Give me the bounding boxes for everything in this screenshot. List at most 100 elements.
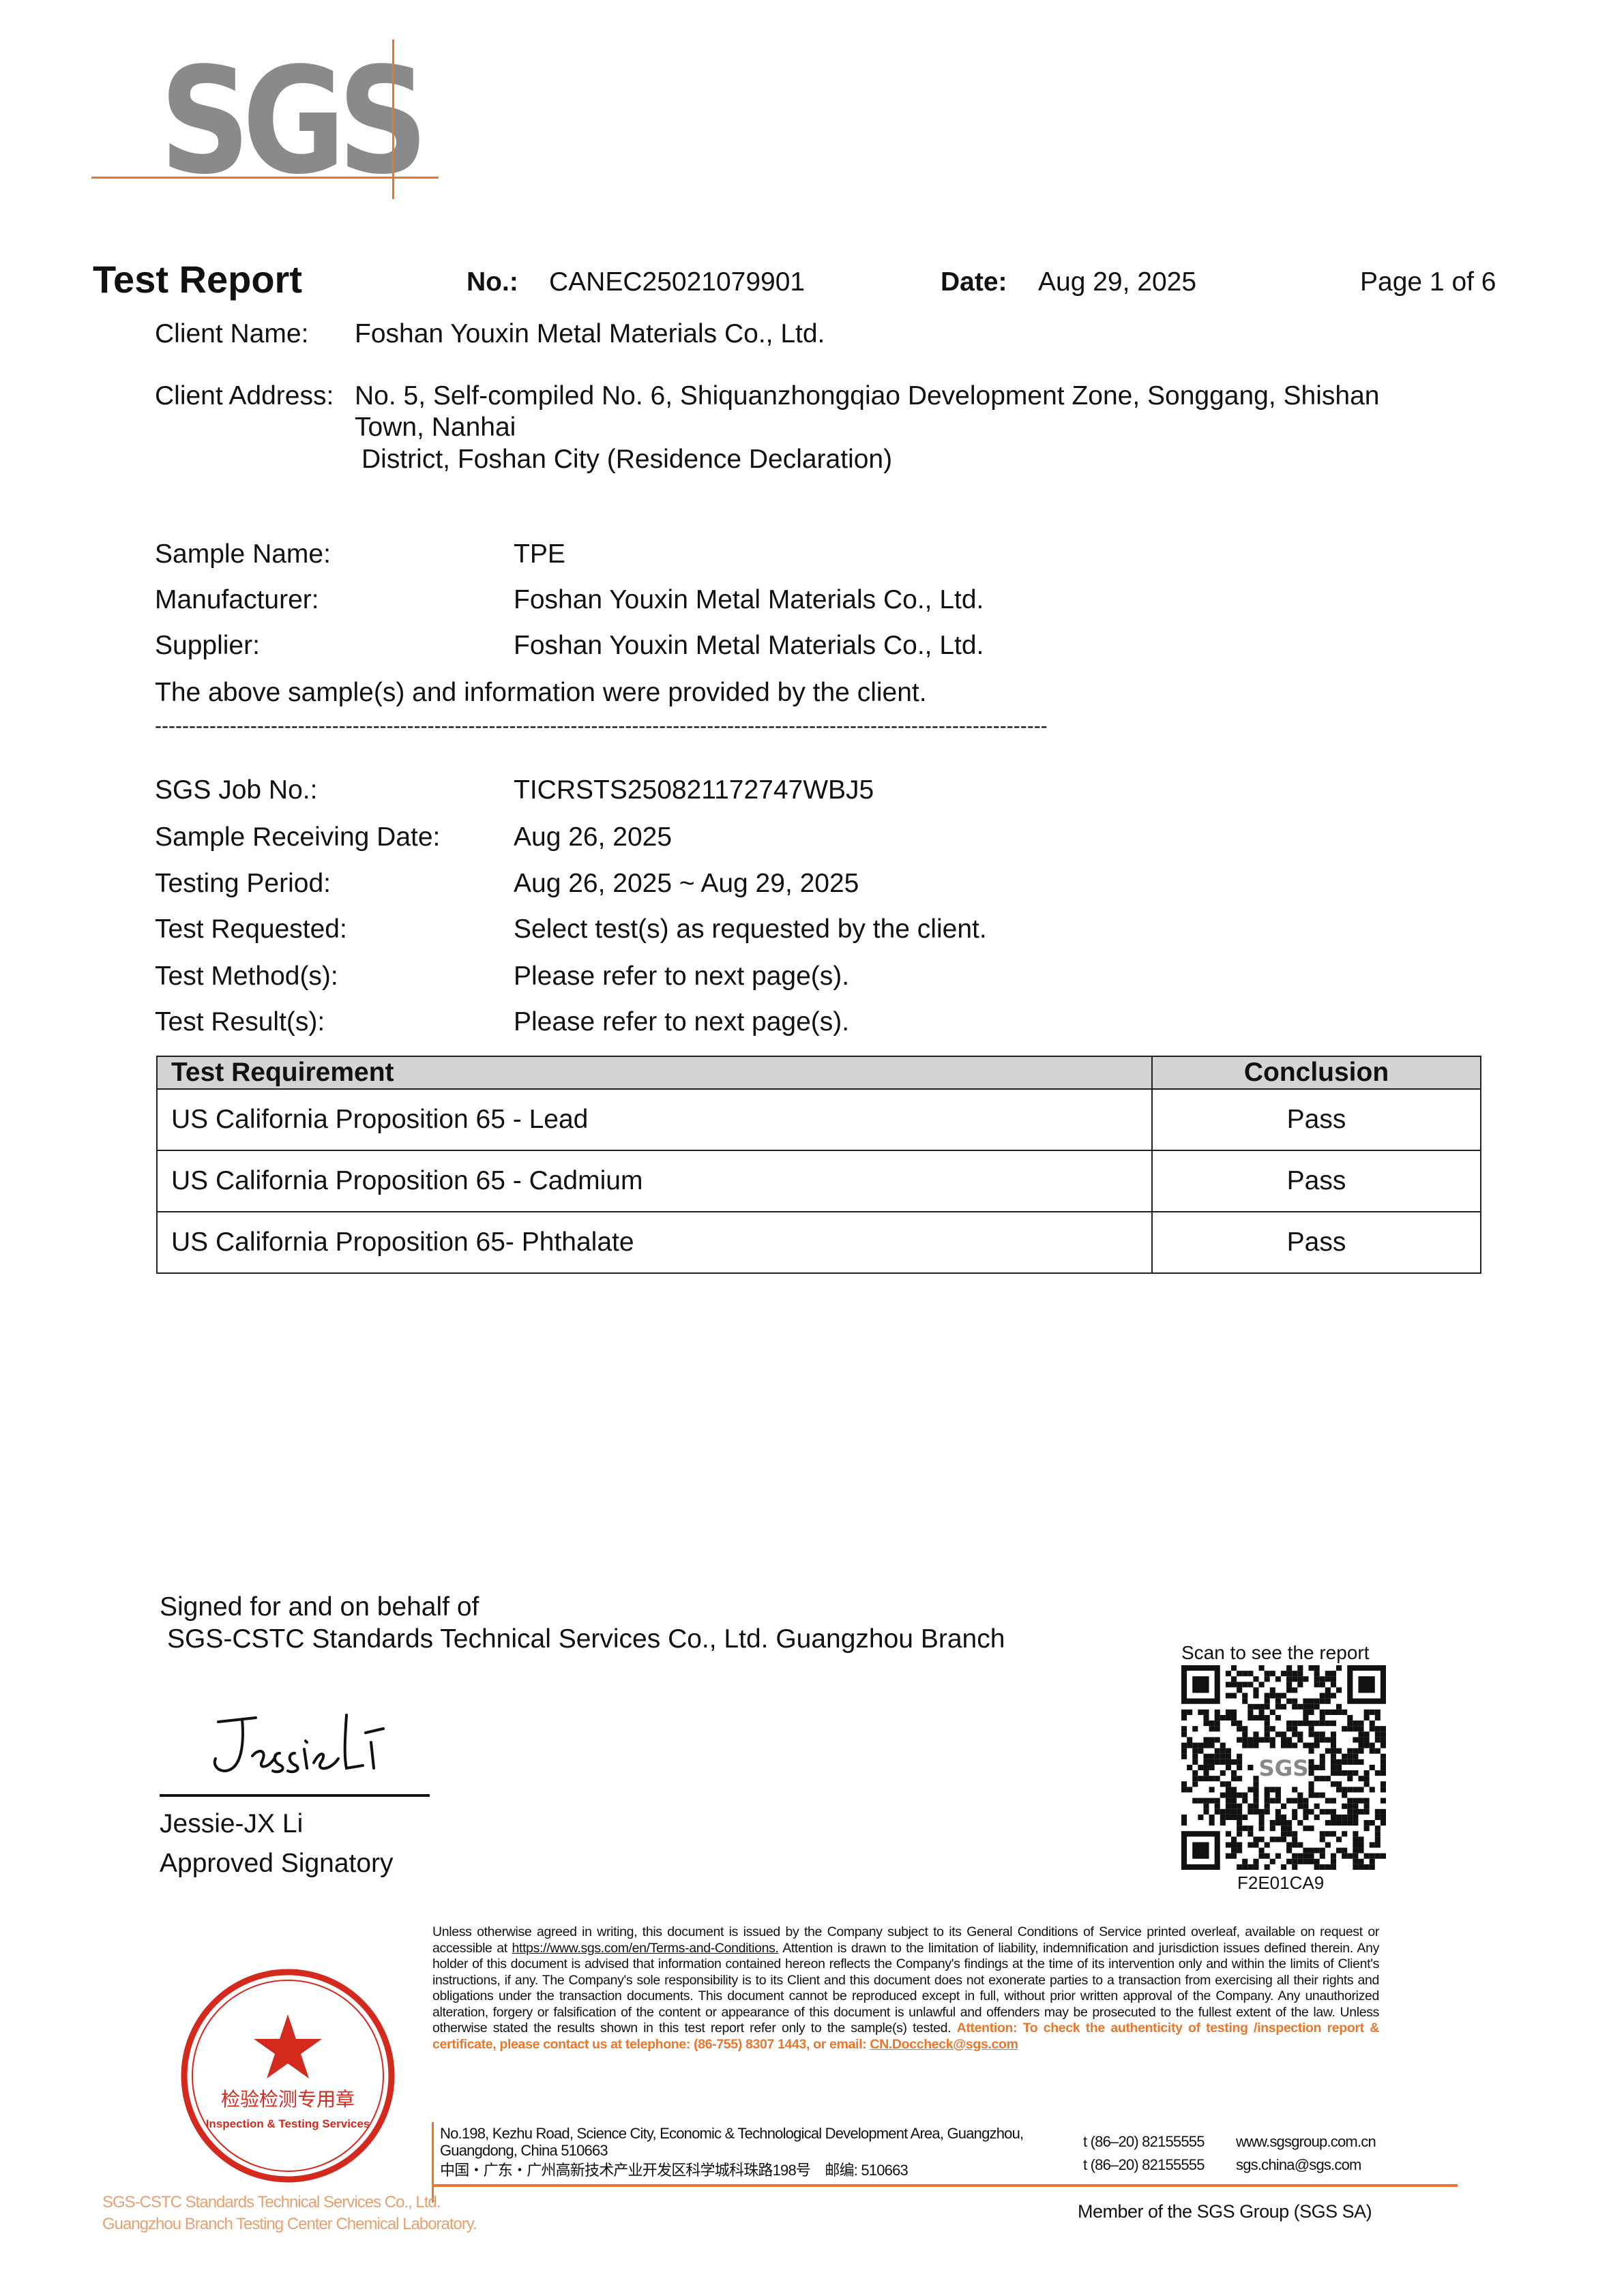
field-value: Foshan Youxin Metal Materials Co., Ltd. bbox=[514, 631, 984, 660]
qr-module bbox=[1342, 1759, 1348, 1765]
qr-module bbox=[1237, 1831, 1243, 1837]
qr-module bbox=[1308, 1698, 1314, 1704]
qr-module bbox=[1303, 1825, 1309, 1832]
qr-module bbox=[1363, 1731, 1370, 1738]
qr-module bbox=[1374, 1814, 1381, 1821]
qr-module bbox=[1380, 1798, 1386, 1804]
qr-module bbox=[1237, 1808, 1243, 1815]
qr-module bbox=[1225, 1842, 1231, 1848]
qr-module bbox=[1280, 1703, 1287, 1710]
qr-module bbox=[1258, 1847, 1265, 1853]
qr-module bbox=[1220, 1808, 1226, 1815]
qr-module bbox=[1214, 1753, 1220, 1759]
qr-module bbox=[1258, 1814, 1265, 1821]
qr-module bbox=[1269, 1709, 1275, 1715]
qr-module bbox=[1308, 1726, 1314, 1732]
qr-module bbox=[1258, 1665, 1265, 1671]
qr-module bbox=[1308, 1808, 1314, 1815]
qr-module bbox=[1369, 1820, 1375, 1826]
qr-module bbox=[1253, 1842, 1259, 1848]
qr-module bbox=[1264, 1798, 1270, 1804]
qr-module bbox=[1230, 1847, 1237, 1853]
qr-module bbox=[1319, 1709, 1325, 1715]
qr-module bbox=[1269, 1693, 1275, 1699]
qr-module bbox=[1280, 1737, 1287, 1743]
qr-module bbox=[1347, 1748, 1353, 1754]
qr-module bbox=[1253, 1803, 1259, 1809]
qr-module bbox=[1330, 1742, 1337, 1748]
qr-module bbox=[1308, 1720, 1314, 1727]
qr-module bbox=[1292, 1720, 1298, 1727]
qr-module bbox=[1353, 1720, 1359, 1727]
qr-module bbox=[1303, 1858, 1309, 1864]
qr-module bbox=[1280, 1671, 1287, 1677]
qr-module bbox=[1314, 1737, 1320, 1743]
qr-module bbox=[1286, 1847, 1293, 1853]
qr-module bbox=[1303, 1814, 1309, 1821]
qr-module bbox=[1230, 1836, 1237, 1843]
qr-module bbox=[1319, 1759, 1325, 1765]
conclusion-cell: Pass bbox=[1151, 1088, 1481, 1151]
qr-module bbox=[1247, 1787, 1254, 1793]
qr-module bbox=[1325, 1798, 1331, 1804]
qr-module bbox=[1247, 1682, 1254, 1688]
qr-module bbox=[1269, 1687, 1275, 1693]
qr-module bbox=[1286, 1698, 1293, 1704]
qr-module bbox=[1319, 1731, 1325, 1738]
qr-module bbox=[1308, 1742, 1314, 1748]
qr-module bbox=[1247, 1671, 1254, 1677]
qr-module bbox=[1280, 1825, 1287, 1832]
qr-module bbox=[1275, 1676, 1281, 1682]
qr-module bbox=[1225, 1792, 1231, 1798]
qr-module bbox=[1269, 1825, 1275, 1832]
qr-code[interactable]: SGS bbox=[1181, 1665, 1386, 1870]
doccheck-email-link[interactable]: CN.Doccheck@sgs.com bbox=[870, 2036, 1018, 2052]
qr-module bbox=[1308, 1731, 1314, 1738]
qr-module bbox=[1275, 1693, 1281, 1699]
terms-link[interactable]: https://www.sgs.com/en/Terms-and-Conditi… bbox=[512, 1940, 779, 1956]
qr-module bbox=[1353, 1847, 1359, 1853]
qr-module bbox=[1330, 1853, 1337, 1859]
qr-module bbox=[1230, 1808, 1237, 1815]
qr-module bbox=[1336, 1764, 1342, 1771]
qr-module bbox=[1353, 1803, 1359, 1809]
qr-module bbox=[1209, 1726, 1215, 1732]
qr-module bbox=[1325, 1693, 1331, 1699]
signatory-name: Jessie-JX Li bbox=[160, 1809, 304, 1838]
qr-module bbox=[1237, 1726, 1243, 1732]
qr-module bbox=[1192, 1759, 1198, 1765]
qr-module bbox=[1269, 1787, 1275, 1793]
qr-module bbox=[1325, 1776, 1331, 1782]
qr-module bbox=[1220, 1770, 1226, 1776]
qr-module bbox=[1264, 1842, 1270, 1848]
qr-module bbox=[1374, 1748, 1381, 1754]
qr-module bbox=[1237, 1825, 1243, 1832]
qr-module bbox=[1237, 1720, 1243, 1727]
qr-module bbox=[1203, 1709, 1209, 1715]
qr-finder bbox=[1347, 1665, 1386, 1704]
qr-module bbox=[1264, 1676, 1270, 1682]
qr-module bbox=[1292, 1742, 1298, 1748]
qr-module bbox=[1275, 1836, 1281, 1843]
qr-module bbox=[1314, 1698, 1320, 1704]
qr-module bbox=[1363, 1714, 1370, 1721]
qr-module bbox=[1275, 1853, 1281, 1859]
qr-module bbox=[1292, 1787, 1298, 1793]
qr-module bbox=[1214, 1737, 1220, 1743]
qr-module bbox=[1181, 1820, 1187, 1826]
client-address-label: Client Address: bbox=[155, 381, 334, 411]
qr-module bbox=[1308, 1792, 1314, 1798]
qr-module bbox=[1209, 1814, 1215, 1821]
qr-module bbox=[1358, 1842, 1364, 1848]
qr-caption: Scan to see the report bbox=[1181, 1642, 1370, 1663]
report-date: Aug 29, 2025 bbox=[1038, 267, 1197, 297]
qr-module bbox=[1347, 1798, 1353, 1804]
qr-module bbox=[1214, 1808, 1220, 1815]
qr-module bbox=[1369, 1864, 1375, 1870]
qr-module bbox=[1192, 1798, 1198, 1804]
qr-module bbox=[1253, 1742, 1259, 1748]
qr-module bbox=[1303, 1676, 1309, 1682]
qr-module bbox=[1230, 1665, 1237, 1671]
qr-module bbox=[1297, 1720, 1303, 1727]
qr-module bbox=[1181, 1787, 1187, 1793]
